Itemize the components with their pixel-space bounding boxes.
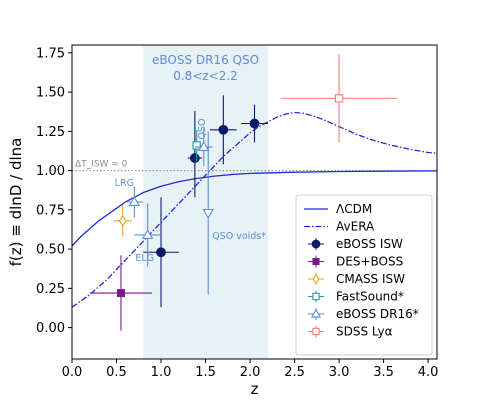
axes: 0.0 0.5 1.0 1.5 2.0 2.5 3.0 3.5 4.0 0.00 0.25 0.50 0… [7, 44, 439, 398]
legend-entry: ΛCDM [304, 202, 372, 216]
x-tick-label: 1.0 [151, 365, 172, 380]
y-tick-label: 1.50 [36, 86, 65, 101]
legend-label: CMASS ISW [336, 272, 405, 286]
marker [249, 118, 260, 129]
y-tick-label: 1.75 [36, 46, 65, 61]
y-tick-label: 1.25 [36, 125, 65, 140]
x-tick-label: 0.5 [106, 365, 127, 380]
legend-label: ΛCDM [336, 202, 372, 216]
y-tick-label: 0.00 [36, 321, 65, 336]
reference-line-label: ΔT_ISW = 0 [75, 160, 128, 170]
band-label-line2: 0.8<z<2.2 [173, 69, 238, 83]
legend-entry: FastSound* [308, 290, 404, 304]
x-tick-label: 4.0 [418, 365, 439, 380]
marker [202, 209, 214, 219]
legend-swatch-marker [312, 258, 320, 265]
legend-swatch-marker [312, 273, 320, 285]
x-tick-label: 2.0 [240, 365, 261, 380]
band-rect [143, 45, 268, 359]
legend-entry: SDSS Lyα [308, 325, 393, 339]
legend-label: DES+BOSS [336, 255, 403, 269]
x-tick-label: 0.0 [62, 365, 83, 380]
marker [141, 229, 154, 239]
y-tick-label: 1.00 [36, 164, 65, 179]
marker [218, 124, 229, 135]
legend-entry: eBOSS ISW [308, 237, 403, 251]
marker [128, 196, 141, 206]
x-axis-label: z [251, 380, 259, 398]
legend-label: FastSound* [336, 290, 404, 304]
reference-line: ΔT_ISW = 0 [72, 160, 437, 172]
legend-label: AvERA [336, 220, 375, 234]
data-series: LRG ELG QSO QSO voids* [89, 54, 397, 331]
legend-swatch-marker [310, 308, 322, 318]
legend-entry: CMASS ISW [308, 272, 405, 286]
legend-box [295, 194, 433, 356]
series-cmass-isw [113, 205, 132, 237]
x-tick-label: 2.5 [284, 365, 305, 380]
marker [189, 153, 200, 163]
legend-entry: AvERA [304, 220, 375, 234]
band-label-line1: eBOSS DR16 QSO [152, 53, 259, 67]
point-label: QSO [197, 119, 208, 140]
y-tick-label: 0.75 [36, 203, 65, 218]
legend-swatch-marker [312, 292, 320, 301]
y-tick-label: 0.25 [36, 282, 65, 297]
point-label: LRG [115, 178, 134, 189]
x-tick-label: 3.0 [329, 365, 350, 380]
marker [197, 141, 210, 151]
legend-label: eBOSS DR16* [336, 307, 419, 321]
point-label: QSO voids* [212, 231, 266, 242]
marker [334, 94, 344, 103]
y-tick-label: 0.50 [36, 243, 65, 258]
series-eboss-dr16-: LRG ELG QSO QSO voids* [115, 119, 266, 295]
legend-label: SDSS Lyα [336, 325, 393, 339]
curve-lcdm [72, 170, 437, 247]
marker [156, 247, 166, 258]
legend-entry: DES+BOSS [308, 255, 403, 269]
legend-swatch-marker [312, 327, 320, 336]
series-fastsound- [192, 129, 202, 162]
legend-label: eBOSS ISW [336, 237, 403, 251]
marker [118, 215, 127, 227]
plot-frame [71, 44, 438, 360]
legend-entry: eBOSS DR16* [308, 307, 419, 321]
legend: ΛCDM AvERA eBOSS ISW DES+BOSS CMASS ISW FastS… [295, 194, 433, 356]
point-label: ELG [135, 253, 154, 264]
x-tick-label: 3.5 [373, 365, 394, 380]
eboss-qso-band: eBOSS DR16 QSO 0.8<z<2.2 [143, 45, 268, 359]
marker [116, 289, 125, 298]
y-axis-label: f(z) ≡ dlnD / dlna [7, 138, 25, 267]
x-tick-label: 1.5 [195, 365, 216, 380]
series-des-boss [89, 255, 153, 331]
marker [192, 141, 201, 150]
series-sdss-ly- [281, 54, 397, 143]
legend-swatch-marker [311, 239, 321, 249]
